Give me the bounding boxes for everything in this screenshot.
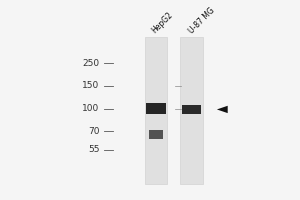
- Bar: [148, 130, 164, 139]
- Text: 70: 70: [88, 127, 100, 136]
- Text: 55: 55: [88, 145, 100, 154]
- Bar: [145, 37, 167, 184]
- Text: 100: 100: [82, 104, 100, 113]
- Bar: [182, 105, 201, 114]
- Text: 250: 250: [82, 59, 100, 68]
- Bar: [181, 37, 203, 184]
- Text: U-87 MG: U-87 MG: [187, 6, 216, 35]
- Bar: [146, 103, 166, 114]
- Polygon shape: [217, 106, 228, 113]
- Text: HepG2: HepG2: [150, 11, 174, 35]
- Text: 150: 150: [82, 81, 100, 90]
